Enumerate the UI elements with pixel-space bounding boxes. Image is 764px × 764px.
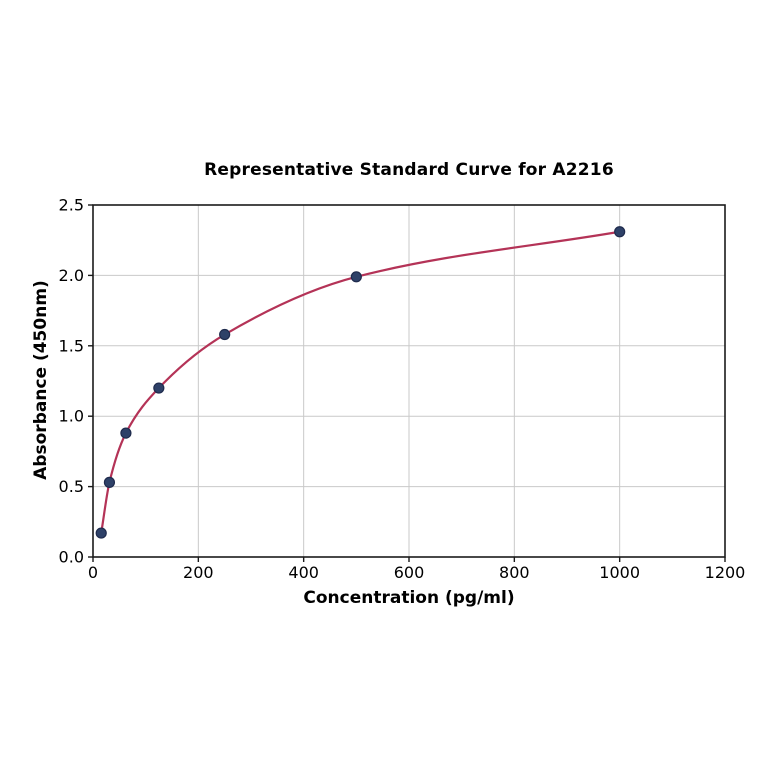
data-point — [103, 476, 116, 488]
x-axis-ticks — [92, 557, 726, 562]
x-tick-label: 400 — [288, 563, 319, 582]
y-axis-ticks — [88, 204, 93, 558]
data-point — [614, 226, 626, 238]
y-tick-label: 2.0 — [59, 266, 84, 285]
gridlines — [93, 205, 725, 557]
data-point — [153, 382, 165, 394]
x-axis-label: Concentration (pg/ml) — [303, 588, 515, 608]
data-point — [95, 527, 107, 539]
x-tick-label: 600 — [394, 563, 425, 582]
y-tick-label: 1.5 — [59, 336, 84, 355]
data-points — [95, 226, 626, 539]
y-axis-tick-labels: 0.0 0.5 1.0 1.5 2.0 2.5 — [59, 196, 84, 567]
y-tick-label: 1.0 — [59, 407, 84, 426]
chart-title: Representative Standard Curve for A2216 — [204, 160, 614, 180]
data-point — [350, 271, 362, 283]
y-tick-label: 0.5 — [59, 477, 84, 496]
y-tick-label: 2.5 — [59, 196, 84, 215]
x-tick-label: 200 — [183, 563, 214, 582]
y-tick-label: 0.0 — [59, 548, 84, 567]
x-tick-label: 800 — [499, 563, 530, 582]
fit-curve — [100, 230, 621, 535]
x-tick-label: 1000 — [599, 563, 640, 582]
x-axis-tick-labels: 0 200 400 600 800 1000 1200 — [88, 563, 745, 582]
data-point — [120, 427, 132, 439]
x-tick-label: 0 — [88, 563, 98, 582]
data-point — [219, 328, 231, 341]
x-tick-label: 1200 — [705, 563, 746, 582]
